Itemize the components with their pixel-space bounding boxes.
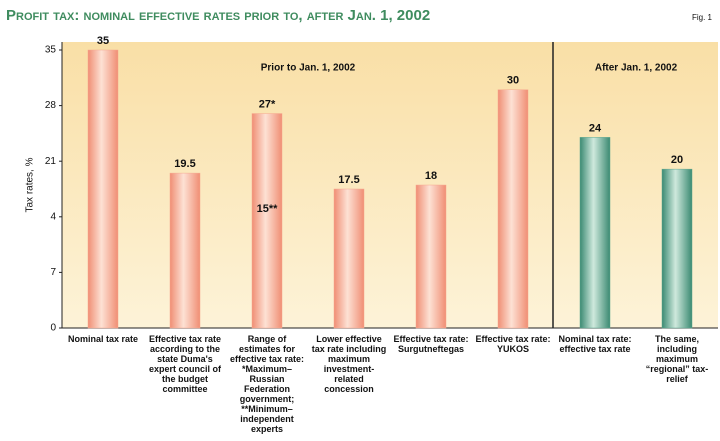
bar <box>169 172 201 329</box>
chart-title: Profit tax: nominal effective rates prio… <box>6 7 430 24</box>
y-axis-label: Tax rates, % <box>25 157 36 212</box>
value-label: 35 <box>97 35 109 47</box>
value-label: 17.5 <box>338 174 359 186</box>
bar <box>661 168 693 329</box>
section-label: After Jan. 1, 2002 <box>595 63 678 74</box>
x-tick-label: Effective tax rate: Surgutneftegas <box>393 334 469 354</box>
y-tick-label: 35 <box>45 45 57 56</box>
x-tick-label: Effective tax rate according to the stat… <box>148 334 222 394</box>
bar <box>415 184 447 329</box>
bar <box>251 113 283 329</box>
value-label: 30 <box>507 75 519 87</box>
bar <box>87 49 119 329</box>
annotation: 15** <box>257 203 279 215</box>
x-tick-label: Lower effective tax rate including maxim… <box>311 334 387 394</box>
value-label: 20 <box>671 154 683 166</box>
y-tick-label: 21 <box>45 156 57 167</box>
y-tick-label: 0 <box>50 323 56 334</box>
x-tick-label: Range of estimates for effective tax rat… <box>229 334 305 434</box>
x-tick-label: Effective tax rate: YUKOS <box>475 334 551 354</box>
plot-background <box>62 42 718 328</box>
value-label: 19.5 <box>174 158 195 170</box>
x-tick-label: Nominal tax rate: effective tax rate <box>558 334 632 354</box>
value-label: 27* <box>259 98 276 110</box>
x-tick-label: Nominal tax rate <box>67 334 139 344</box>
bar <box>497 89 529 329</box>
x-tick-label: The same, including maximum “regional” t… <box>645 334 709 384</box>
bar <box>579 137 611 329</box>
value-label: 24 <box>589 122 602 134</box>
figure-label: Fig. 1 <box>692 13 713 22</box>
bar <box>333 188 365 329</box>
y-tick-label: 4 <box>50 211 56 222</box>
y-tick-label: 28 <box>45 100 57 111</box>
section-label: Prior to Jan. 1, 2002 <box>261 63 356 74</box>
y-tick-label: 7 <box>50 267 56 278</box>
value-label: 18 <box>425 170 437 182</box>
